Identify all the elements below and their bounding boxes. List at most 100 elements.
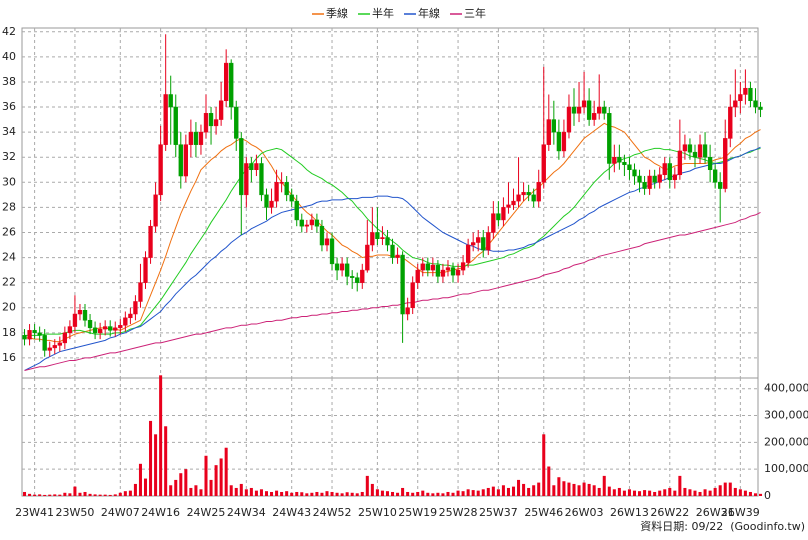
- candle-body: [455, 269, 461, 276]
- candle-body: [425, 263, 430, 271]
- x-tick-label: 26W03: [565, 506, 604, 519]
- candle-body: [163, 94, 168, 145]
- candle-body: [27, 330, 32, 340]
- candle-body: [637, 175, 642, 183]
- candle-body: [148, 225, 153, 258]
- candle-body: [748, 87, 753, 102]
- candle-body: [460, 262, 466, 271]
- volume-bar: [476, 490, 480, 496]
- candle-body: [516, 194, 521, 202]
- candle-body: [244, 163, 249, 196]
- candle-body: [662, 163, 667, 176]
- candle-body: [496, 213, 501, 221]
- volume-tick-label: 200,000: [764, 435, 808, 448]
- volume-bar: [592, 485, 596, 496]
- candle-body: [743, 87, 748, 95]
- volume-bar: [83, 491, 87, 496]
- x-tick-label: 23W50: [55, 506, 94, 519]
- y-tick-label: 18: [2, 326, 16, 339]
- volume-bar: [199, 489, 203, 496]
- candle-body: [239, 138, 244, 196]
- candle-body: [692, 151, 698, 158]
- candle-body: [314, 219, 320, 227]
- volume-bar: [123, 491, 127, 496]
- volume-bar: [718, 485, 722, 496]
- ma-line: [24, 211, 761, 371]
- volume-bar: [350, 492, 354, 496]
- volume-bar: [305, 493, 309, 496]
- candle-body: [541, 144, 546, 183]
- volume-bar: [602, 475, 606, 496]
- candle-body: [707, 156, 713, 171]
- volume-bar: [481, 489, 485, 496]
- volume-bar: [668, 487, 672, 496]
- volume-bar: [275, 490, 279, 496]
- candle-body: [677, 150, 683, 176]
- y-tick-label: 36: [2, 100, 16, 113]
- candle-body: [400, 254, 405, 315]
- x-tick-label: 26W39: [721, 506, 760, 519]
- volume-bar: [431, 493, 435, 496]
- volume-bar: [315, 491, 319, 496]
- candle-body: [375, 232, 380, 240]
- volume-bar: [522, 483, 526, 496]
- volume-bar: [517, 479, 521, 496]
- volume-bar: [63, 492, 67, 496]
- volume-bar: [673, 490, 677, 496]
- volume-bar: [264, 491, 269, 496]
- volume-bar: [466, 489, 470, 496]
- volume-bar: [375, 489, 379, 496]
- y-tick-label: 30: [2, 175, 16, 188]
- footnote: 資料日期: 09/22 (Goodinfo.tw): [640, 519, 805, 533]
- volume-bar: [204, 455, 208, 496]
- volume-bar: [501, 485, 505, 496]
- volume-bar: [340, 493, 344, 496]
- candle-body: [284, 182, 289, 196]
- volume-bar: [653, 491, 657, 496]
- candle-body: [733, 100, 738, 108]
- x-tick-label: 25W10: [358, 506, 397, 519]
- candle-body: [571, 106, 577, 114]
- candle-body: [294, 200, 299, 221]
- candle-body: [667, 163, 672, 181]
- volume-bar: [118, 492, 122, 496]
- y-tick-label: 40: [2, 50, 16, 63]
- candle-body: [511, 200, 516, 206]
- candle-body: [728, 106, 733, 139]
- candle-body: [471, 242, 476, 246]
- volume-bar: [506, 487, 510, 496]
- candle-body: [617, 156, 622, 163]
- volume-bar: [537, 482, 541, 496]
- candle-body: [87, 320, 93, 329]
- volume-bar: [58, 494, 62, 496]
- volume-bar: [703, 489, 707, 496]
- volume-bar: [617, 487, 621, 496]
- candle-body: [657, 174, 662, 183]
- candle-body: [365, 244, 370, 271]
- volume-tick-label: 0: [764, 489, 771, 502]
- volume-bar: [638, 491, 642, 496]
- volume-bar: [209, 479, 213, 496]
- candle-body: [274, 182, 279, 202]
- volume-bar: [622, 490, 626, 496]
- volume-bar: [663, 489, 667, 496]
- volume-bar: [632, 490, 637, 496]
- volume-tick-label: 300,000: [764, 409, 808, 422]
- candle-body: [682, 144, 688, 152]
- volume-bar: [456, 490, 460, 496]
- volume-bar: [280, 491, 284, 496]
- candle-body: [435, 264, 441, 277]
- volume-bar: [683, 487, 687, 496]
- candle-body: [289, 194, 294, 202]
- volume-bar: [68, 493, 72, 496]
- volume-bar: [219, 458, 223, 496]
- volume-bar: [128, 490, 132, 496]
- volume-bar: [753, 493, 757, 496]
- candle-body: [576, 106, 582, 114]
- candle-body: [42, 335, 47, 351]
- volume-bar: [547, 466, 551, 496]
- candle-body: [385, 237, 390, 246]
- volume-bar: [426, 492, 430, 496]
- volume-bar: [234, 487, 238, 496]
- volume-bar: [532, 485, 536, 496]
